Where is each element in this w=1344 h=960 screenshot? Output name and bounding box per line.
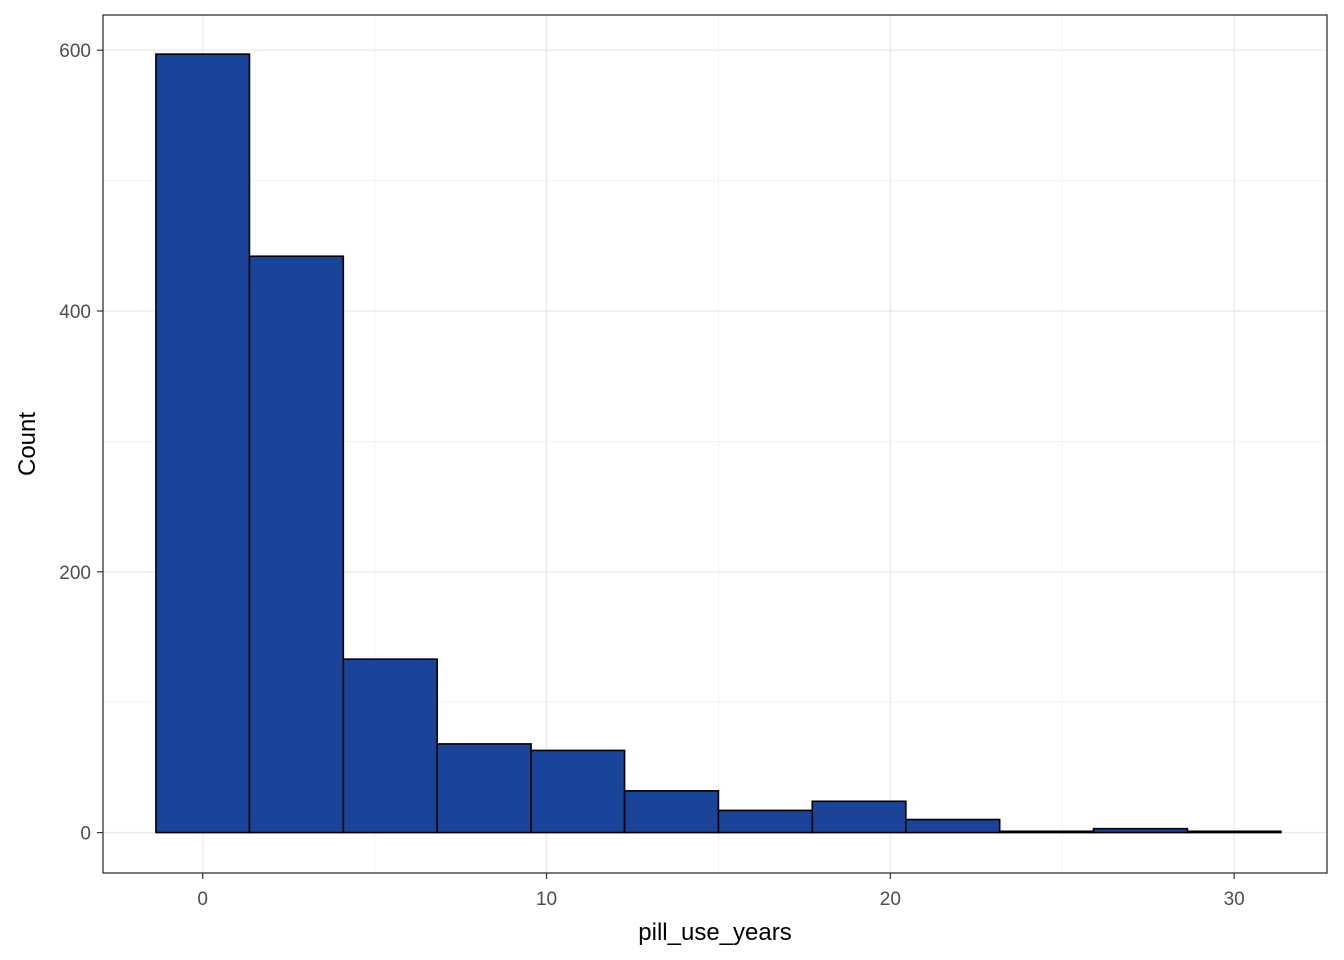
histogram-bar [342, 658, 438, 834]
y-axis-title: Count [14, 412, 41, 476]
y-tick-label: 600 [59, 41, 91, 62]
y-axis-ticks: 0 200 400 600 [59, 41, 103, 845]
x-axis-title: pill_use_years [638, 919, 791, 946]
histogram-bar [1092, 827, 1189, 834]
histogram-bars [155, 53, 1282, 834]
x-tick-label: 10 [536, 889, 557, 910]
histogram-bar [905, 818, 1001, 834]
histogram-bar [623, 790, 720, 834]
histogram-bar [717, 809, 814, 834]
histogram-bar [155, 53, 251, 834]
x-tick-label: 0 [197, 889, 208, 910]
histogram-bar [248, 255, 345, 834]
histogram-bar [811, 800, 907, 834]
y-tick-label: 200 [59, 563, 91, 584]
histogram-bar [530, 749, 626, 834]
y-tick-label: 400 [59, 302, 91, 323]
x-tick-label: 30 [1224, 889, 1245, 910]
x-axis-ticks: 0 10 20 30 [197, 873, 1245, 910]
panel-border [102, 14, 1328, 874]
histogram-bar [998, 830, 1095, 834]
histogram-bar [1186, 830, 1282, 834]
y-tick-label: 0 [80, 824, 91, 845]
histogram-bar [436, 743, 532, 834]
x-tick-label: 20 [880, 889, 901, 910]
